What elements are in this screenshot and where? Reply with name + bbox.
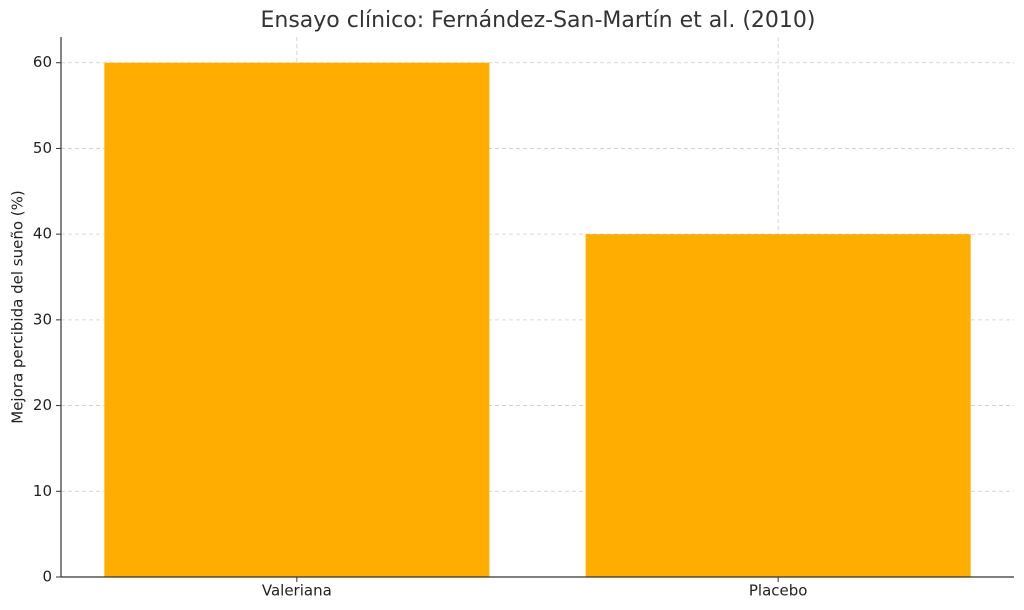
y-tick-label: 50 [33,139,52,157]
x-tick-label: Valeriana [262,582,332,600]
bar [585,234,971,577]
y-tick-label: 40 [33,225,52,243]
y-tick-label: 20 [33,396,52,414]
bar [104,62,490,577]
y-tick-label: 60 [33,53,52,71]
y-axis-label: Mejora percibida del sueño (%) [9,190,27,423]
x-tick-label: Placebo [749,582,808,600]
chart-title: Ensayo clínico: Fernández-San-Martín et … [261,8,816,33]
y-tick-label: 10 [33,482,52,500]
y-tick-label: 0 [42,568,52,586]
y-tick-label: 30 [33,310,52,328]
